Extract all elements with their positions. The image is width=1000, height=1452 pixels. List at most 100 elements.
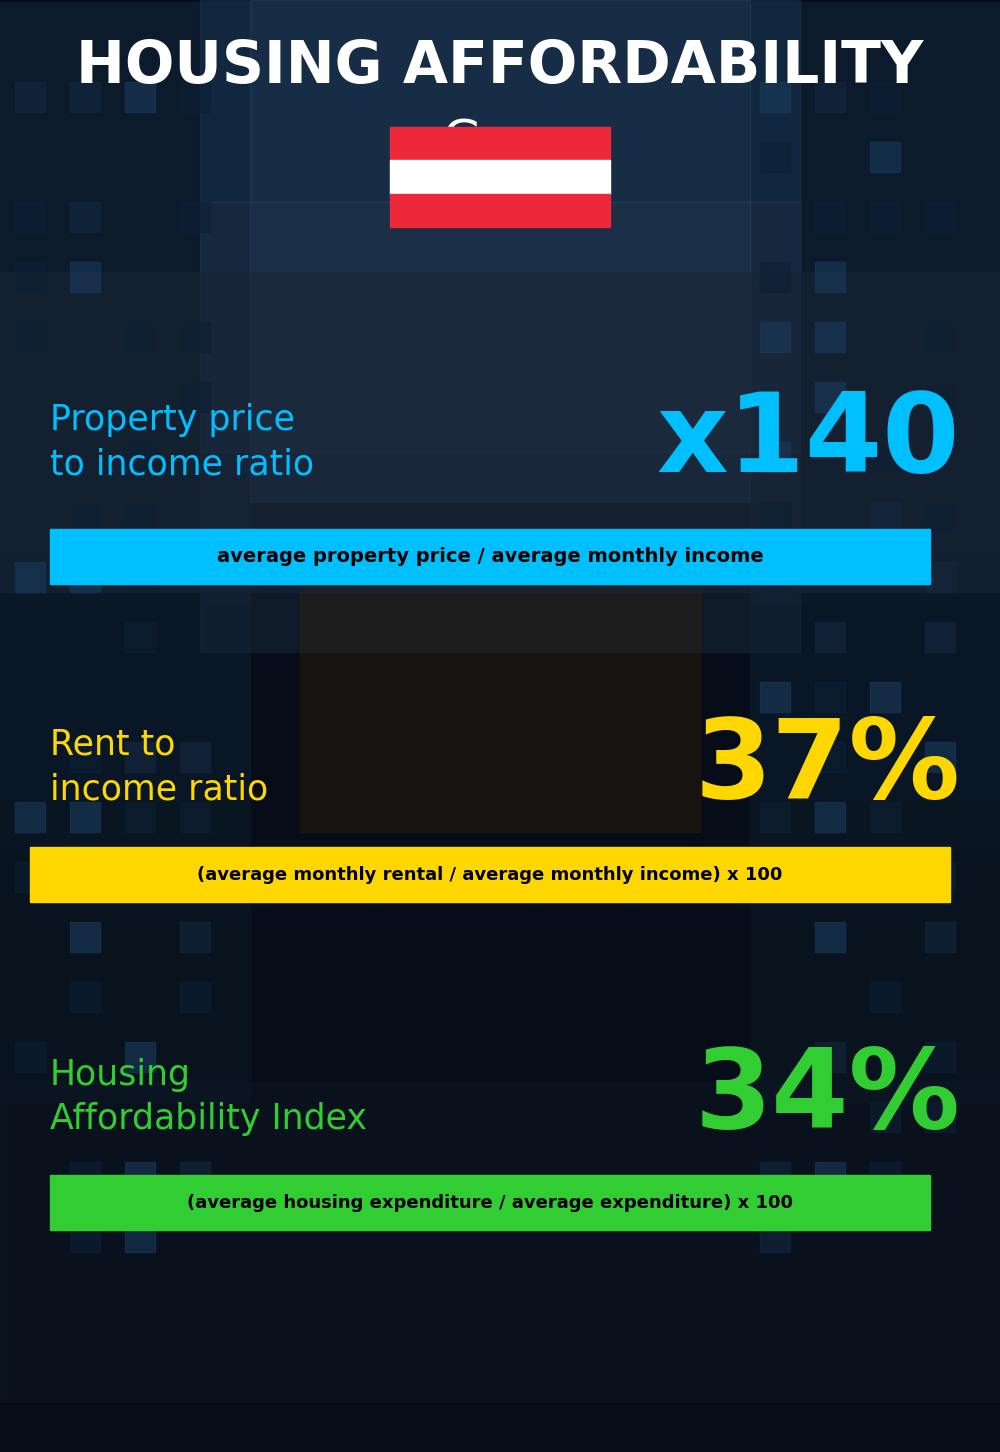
Bar xyxy=(390,126,610,160)
Bar xyxy=(70,562,100,592)
Bar xyxy=(0,272,1000,592)
Bar xyxy=(15,862,45,892)
Bar xyxy=(70,1162,100,1192)
Bar xyxy=(925,502,955,531)
Bar xyxy=(760,441,790,472)
Bar xyxy=(180,202,210,232)
Bar xyxy=(870,802,900,832)
Bar xyxy=(760,81,790,112)
Bar xyxy=(180,1162,210,1192)
Text: Rent to
income ratio: Rent to income ratio xyxy=(50,727,268,806)
Bar xyxy=(180,382,210,412)
Bar xyxy=(760,322,790,351)
Bar xyxy=(125,441,155,472)
Bar xyxy=(390,160,610,193)
Bar xyxy=(750,1,1000,603)
Bar xyxy=(0,802,250,1102)
Bar xyxy=(125,1043,155,1072)
Bar xyxy=(125,862,155,892)
Bar xyxy=(870,202,900,232)
Bar xyxy=(30,847,950,902)
Text: (average monthly rental / average monthly income) x 100: (average monthly rental / average monthl… xyxy=(197,865,783,883)
Bar xyxy=(815,322,845,351)
Bar xyxy=(70,802,100,832)
Bar xyxy=(70,742,100,772)
Text: Property price
to income ratio: Property price to income ratio xyxy=(50,402,314,482)
Bar xyxy=(870,81,900,112)
Text: average property price / average monthly income: average property price / average monthly… xyxy=(217,547,763,566)
Bar xyxy=(815,922,845,953)
Bar xyxy=(0,1,250,603)
Bar xyxy=(815,742,845,772)
Bar xyxy=(200,0,800,202)
Bar xyxy=(125,742,155,772)
Bar xyxy=(50,529,930,584)
Bar xyxy=(125,562,155,592)
Bar xyxy=(125,502,155,531)
Bar xyxy=(70,81,100,112)
Bar xyxy=(815,682,845,711)
Bar xyxy=(250,0,750,502)
Bar xyxy=(15,1043,45,1072)
Bar xyxy=(125,81,155,112)
Bar xyxy=(760,261,790,292)
Bar xyxy=(15,261,45,292)
Bar xyxy=(760,1162,790,1192)
Bar xyxy=(70,502,100,531)
Bar xyxy=(925,382,955,412)
Bar xyxy=(760,562,790,592)
Bar xyxy=(760,802,790,832)
Bar xyxy=(870,682,900,711)
Bar xyxy=(925,922,955,953)
Bar xyxy=(925,742,955,772)
Bar xyxy=(0,1082,1000,1403)
Bar xyxy=(70,261,100,292)
Bar xyxy=(70,202,100,232)
Text: Housing
Affordability Index: Housing Affordability Index xyxy=(50,1057,367,1137)
Bar xyxy=(760,682,790,711)
Bar xyxy=(200,452,800,652)
Bar xyxy=(760,142,790,171)
Bar xyxy=(815,621,845,652)
Bar xyxy=(200,202,800,452)
Bar xyxy=(925,621,955,652)
Bar xyxy=(125,1223,155,1252)
Bar xyxy=(815,862,845,892)
Text: x140: x140 xyxy=(656,389,960,495)
Bar xyxy=(180,742,210,772)
Text: HOUSING AFFORDABILITY: HOUSING AFFORDABILITY xyxy=(76,39,924,96)
Bar xyxy=(925,862,955,892)
Bar xyxy=(925,562,955,592)
Bar xyxy=(180,982,210,1012)
Bar xyxy=(815,202,845,232)
Bar xyxy=(125,1162,155,1192)
Bar xyxy=(815,1162,845,1192)
Bar xyxy=(70,922,100,953)
Bar xyxy=(870,502,900,531)
Bar xyxy=(15,202,45,232)
Bar xyxy=(870,982,900,1012)
Bar xyxy=(870,441,900,472)
Bar xyxy=(180,322,210,351)
Bar xyxy=(815,802,845,832)
Bar xyxy=(125,322,155,351)
Text: 34%: 34% xyxy=(694,1044,960,1150)
Bar xyxy=(180,922,210,953)
Bar xyxy=(300,531,700,832)
Bar xyxy=(925,202,955,232)
Bar xyxy=(0,552,250,852)
Bar xyxy=(870,142,900,171)
Bar xyxy=(180,81,210,112)
Bar xyxy=(760,502,790,531)
Bar xyxy=(180,802,210,832)
Bar xyxy=(815,81,845,112)
Text: Graz: Graz xyxy=(442,118,558,166)
Bar xyxy=(760,1223,790,1252)
Bar xyxy=(925,322,955,351)
Bar xyxy=(870,1102,900,1133)
Bar xyxy=(70,1223,100,1252)
Bar xyxy=(925,1043,955,1072)
Bar xyxy=(870,1162,900,1192)
Bar xyxy=(70,982,100,1012)
Bar xyxy=(125,621,155,652)
